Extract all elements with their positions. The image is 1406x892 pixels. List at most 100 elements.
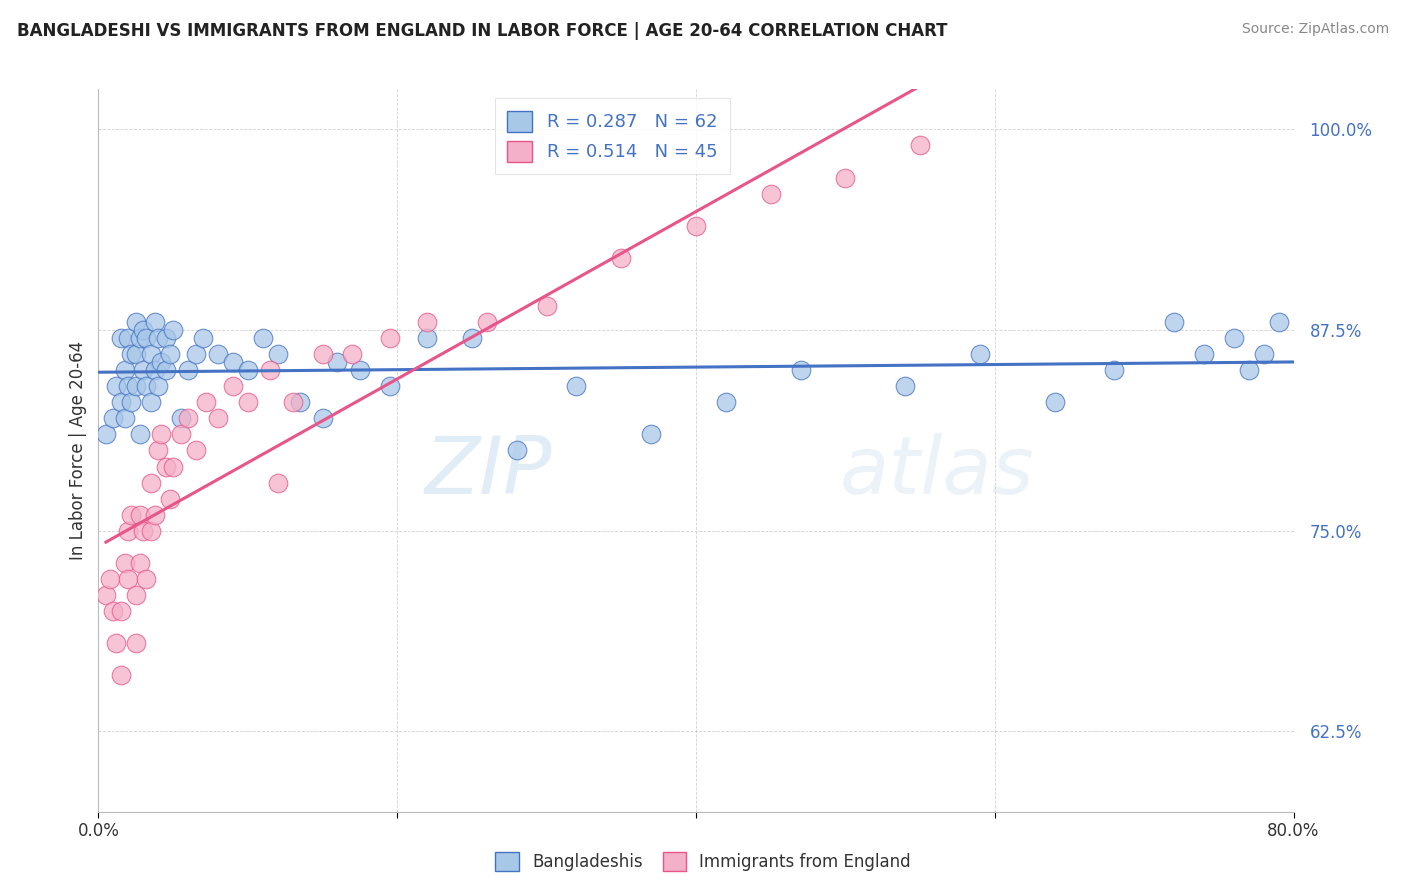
Point — [110, 604, 132, 618]
Point — [610, 251, 633, 265]
Point — [259, 363, 281, 377]
Point — [267, 347, 290, 361]
Point — [1043, 395, 1066, 409]
Text: BANGLADESHI VS IMMIGRANTS FROM ENGLAND IN LABOR FORCE | AGE 20-64 CORRELATION CH: BANGLADESHI VS IMMIGRANTS FROM ENGLAND I… — [17, 22, 948, 40]
Point — [125, 636, 148, 650]
Point — [159, 491, 181, 506]
Point — [1223, 331, 1246, 345]
Point — [326, 355, 349, 369]
Point — [1104, 363, 1126, 377]
Text: Source: ZipAtlas.com: Source: ZipAtlas.com — [1241, 22, 1389, 37]
Point — [640, 427, 662, 442]
Point — [288, 395, 311, 409]
Point — [236, 395, 259, 409]
Point — [759, 186, 782, 201]
Point — [1253, 347, 1275, 361]
Point — [135, 379, 157, 393]
Point — [236, 363, 259, 377]
Point — [117, 524, 139, 538]
Point — [169, 427, 191, 442]
Point — [1237, 363, 1260, 377]
Point — [162, 323, 184, 337]
Point — [120, 347, 142, 361]
Point — [155, 331, 177, 345]
Point — [132, 363, 155, 377]
Point — [139, 475, 162, 490]
Point — [114, 411, 136, 425]
Point — [120, 395, 142, 409]
Point — [125, 347, 148, 361]
Point — [94, 588, 117, 602]
Point — [1163, 315, 1185, 329]
Point — [311, 411, 333, 425]
Point — [311, 347, 333, 361]
Point — [132, 524, 155, 538]
Point — [461, 331, 484, 345]
Point — [894, 379, 917, 393]
Point — [222, 355, 245, 369]
Legend: Bangladeshis, Immigrants from England: Bangladeshis, Immigrants from England — [486, 843, 920, 880]
Point — [207, 347, 229, 361]
Point — [908, 138, 931, 153]
Point — [117, 331, 139, 345]
Point — [177, 411, 200, 425]
Point — [117, 572, 139, 586]
Point — [139, 395, 162, 409]
Point — [150, 355, 173, 369]
Point — [685, 219, 707, 233]
Point — [177, 363, 200, 377]
Point — [143, 508, 166, 522]
Point — [155, 363, 177, 377]
Point — [125, 315, 148, 329]
Point — [94, 427, 117, 442]
Point — [150, 427, 173, 442]
Point — [132, 323, 155, 337]
Point — [98, 572, 122, 586]
Point — [184, 347, 207, 361]
Point — [139, 347, 162, 361]
Point — [1192, 347, 1215, 361]
Point — [139, 524, 162, 538]
Point — [281, 395, 304, 409]
Point — [789, 363, 811, 377]
Point — [155, 459, 177, 474]
Point — [195, 395, 218, 409]
Point — [125, 379, 148, 393]
Point — [129, 508, 152, 522]
Text: ZIP: ZIP — [425, 434, 553, 511]
Point — [129, 556, 152, 570]
Point — [143, 363, 166, 377]
Point — [129, 427, 152, 442]
Point — [110, 668, 132, 682]
Point — [143, 315, 166, 329]
Legend: R = 0.287   N = 62, R = 0.514   N = 45: R = 0.287 N = 62, R = 0.514 N = 45 — [495, 98, 730, 174]
Y-axis label: In Labor Force | Age 20-64: In Labor Force | Age 20-64 — [69, 341, 87, 560]
Point — [105, 379, 128, 393]
Point — [416, 315, 439, 329]
Point — [378, 379, 401, 393]
Point — [169, 411, 191, 425]
Point — [969, 347, 991, 361]
Point — [129, 331, 152, 345]
Point — [114, 556, 136, 570]
Point — [342, 347, 364, 361]
Point — [252, 331, 274, 345]
Point — [162, 459, 184, 474]
Point — [714, 395, 737, 409]
Point — [105, 636, 128, 650]
Point — [207, 411, 229, 425]
Point — [103, 411, 125, 425]
Point — [148, 379, 170, 393]
Point — [1267, 315, 1289, 329]
Point — [114, 363, 136, 377]
Point — [110, 331, 132, 345]
Point — [191, 331, 214, 345]
Point — [148, 331, 170, 345]
Point — [565, 379, 588, 393]
Point — [536, 299, 558, 313]
Point — [184, 443, 207, 458]
Point — [135, 331, 157, 345]
Point — [103, 604, 125, 618]
Point — [222, 379, 245, 393]
Point — [125, 588, 148, 602]
